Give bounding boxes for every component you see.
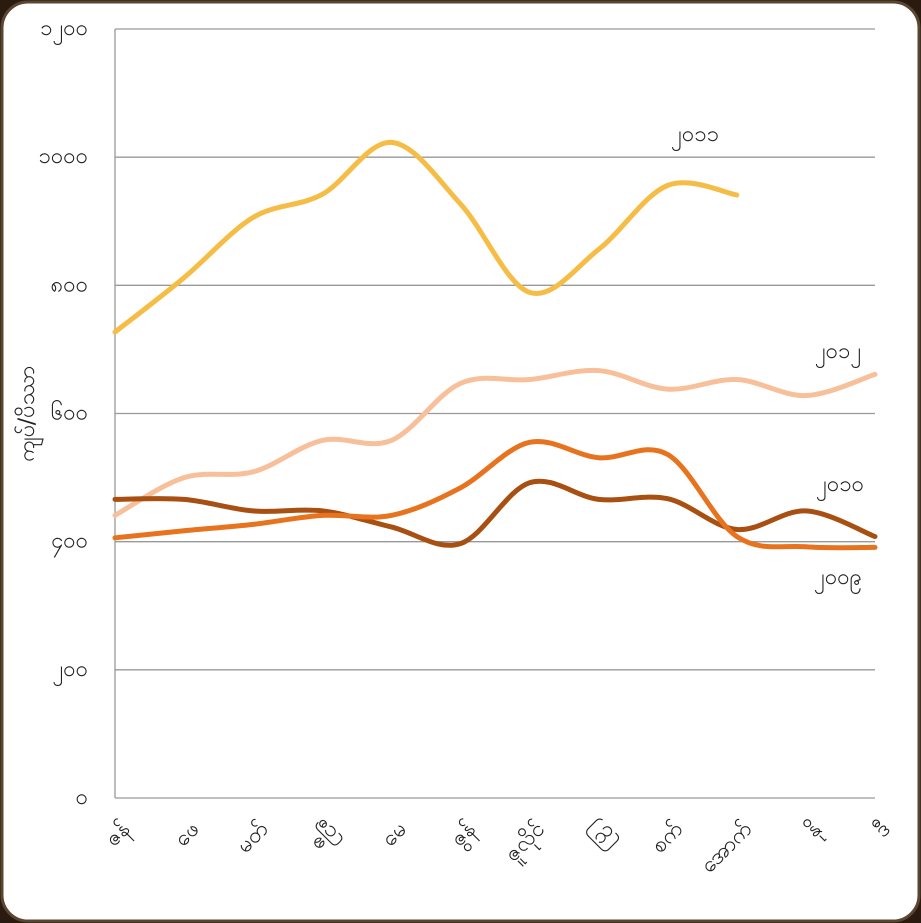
series-line — [112, 438, 878, 551]
series-label: ၂၀၁၂ — [815, 339, 861, 368]
series-line — [112, 139, 740, 335]
series-line — [112, 367, 878, 518]
y-tick-label: ၂၀၀ — [52, 657, 88, 686]
y-tick-label: ၀ — [76, 785, 88, 810]
series-label: ၂၀၁၀ — [816, 472, 864, 501]
series-line — [112, 478, 878, 548]
series-label: ၂၀၁၁ — [671, 122, 719, 151]
series-label: ၂၀၀၉ — [814, 565, 862, 594]
y-tick-label: ၁၀၀၀ — [39, 144, 89, 169]
y-axis-label: ကျပ်/ပိဿာ — [14, 366, 44, 462]
y-tick-label: ၁၂၀၀ — [40, 16, 88, 45]
y-tick-label: ၆၀၀ — [51, 400, 88, 426]
y-tick-label: ၄၀၀ — [51, 529, 88, 558]
y-tick-label: ၈၀၀ — [51, 272, 88, 297]
